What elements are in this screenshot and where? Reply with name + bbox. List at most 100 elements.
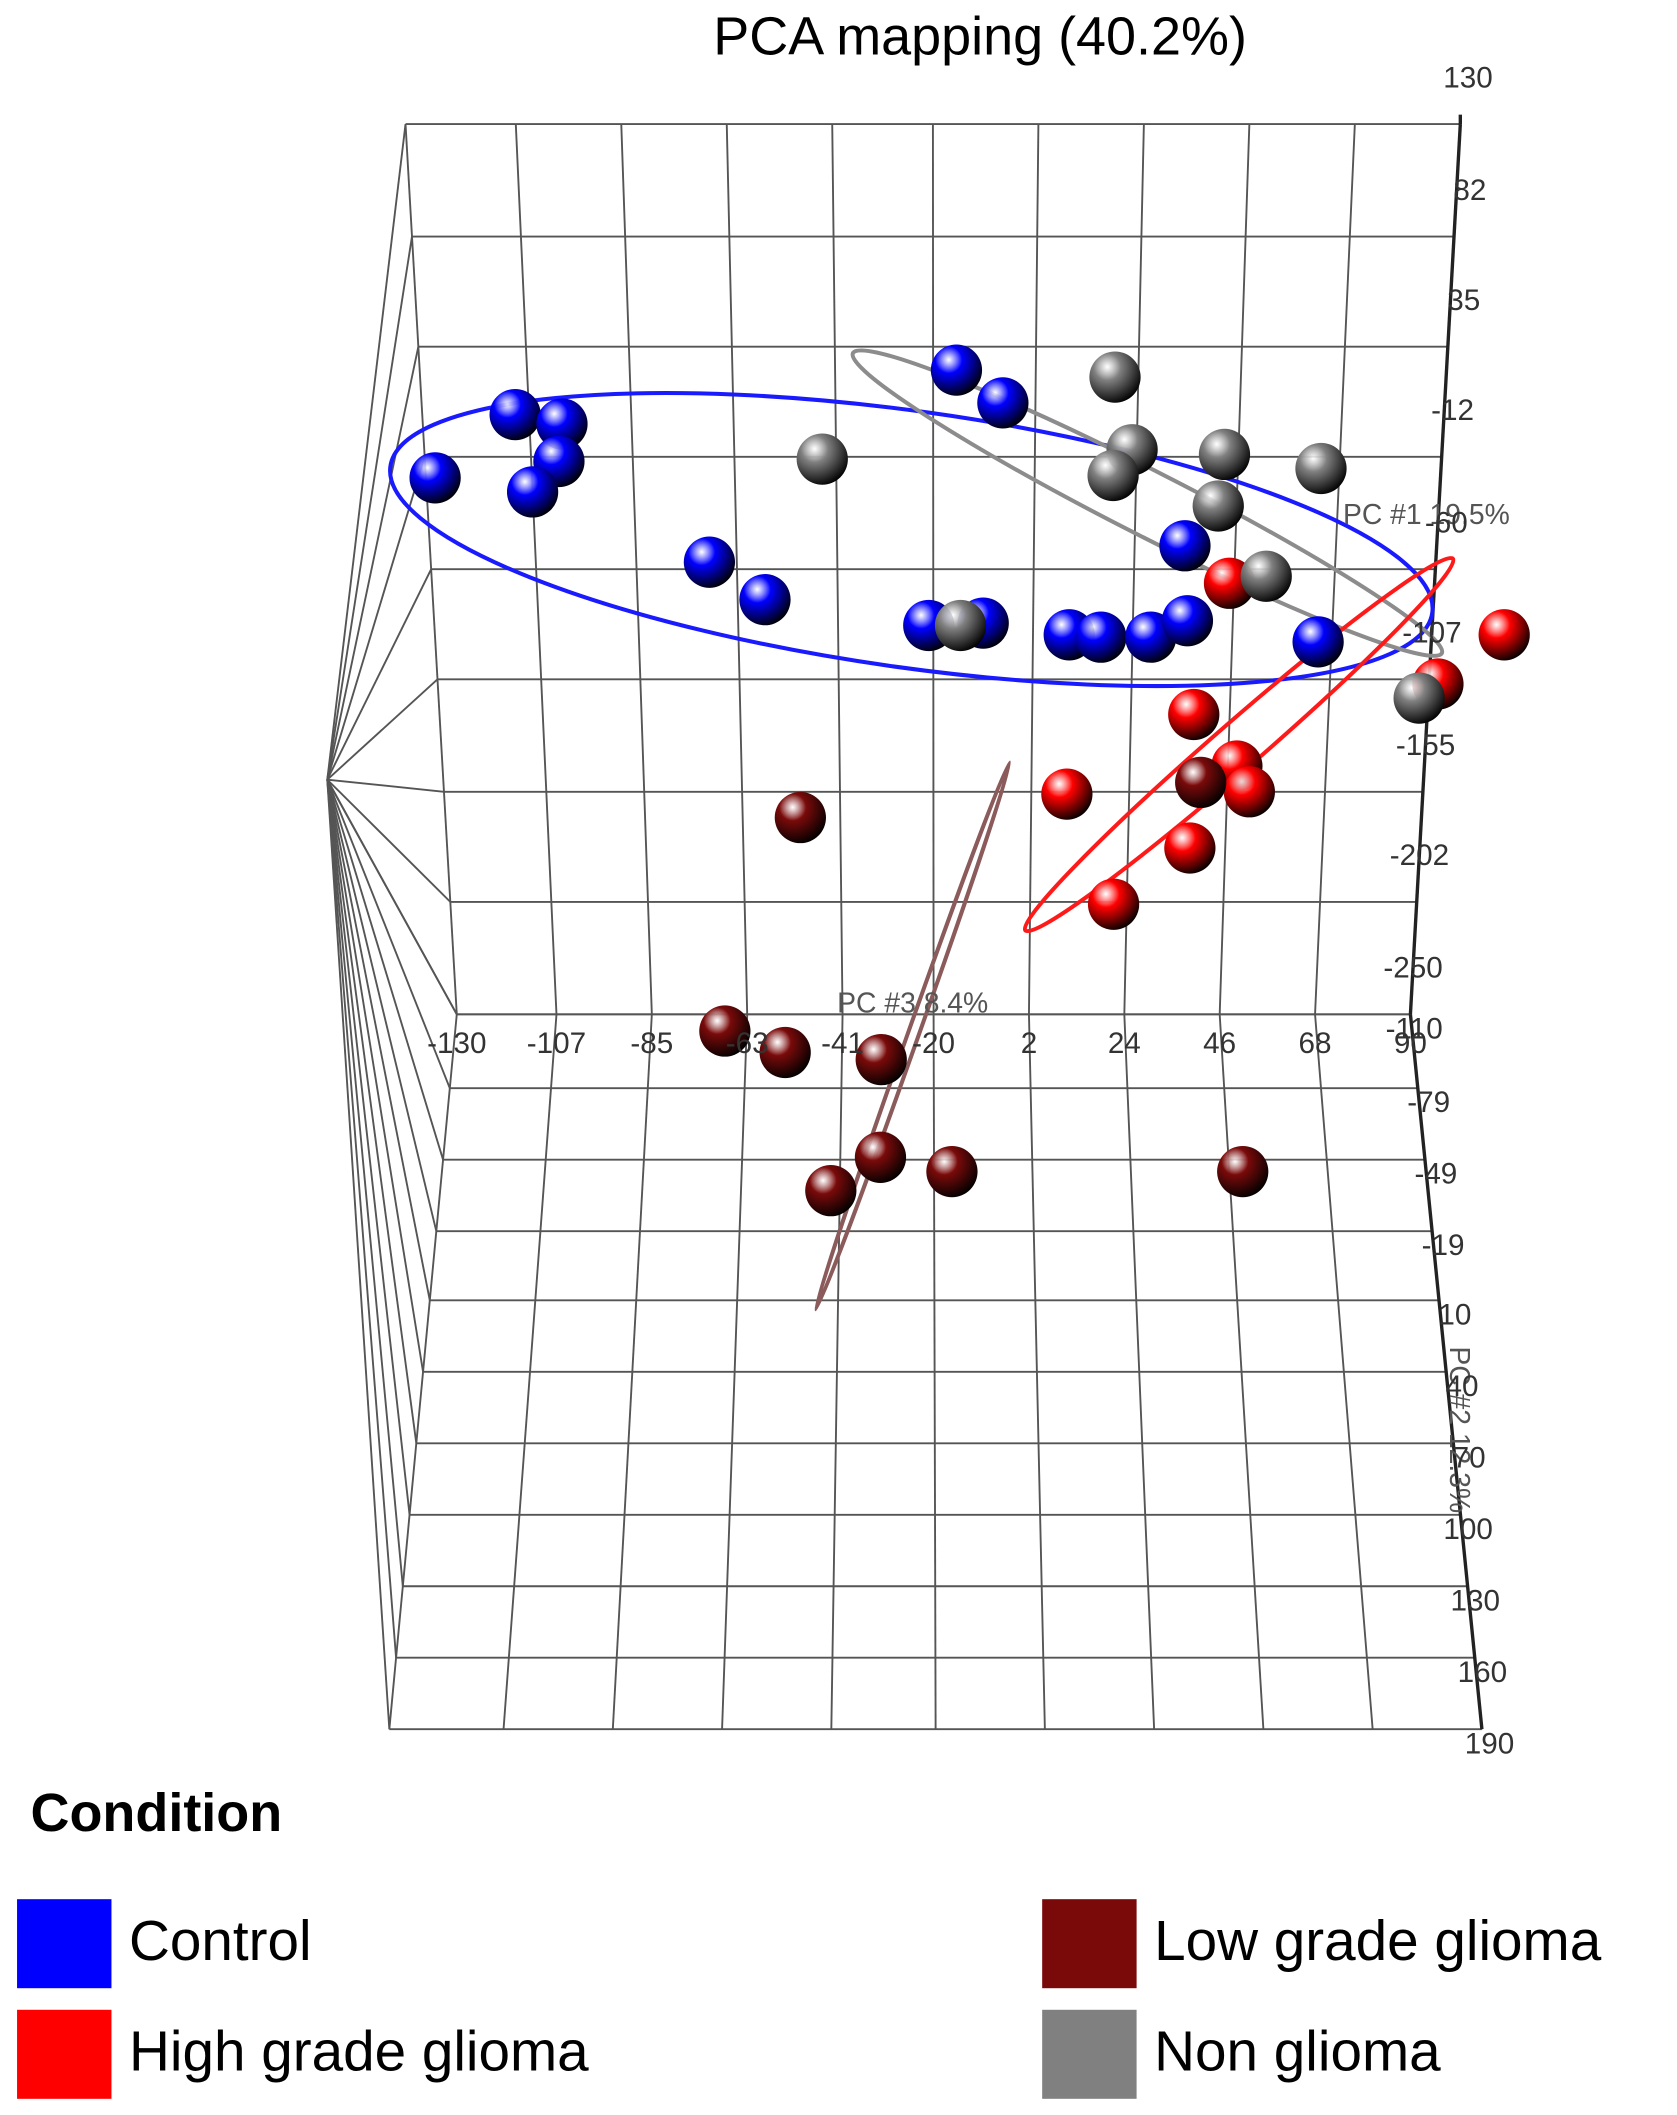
data-point [1041, 768, 1093, 820]
data-point [506, 466, 559, 518]
data-point [1192, 480, 1244, 532]
grid-line [326, 779, 411, 1515]
z-tick-label: 10 [1438, 1298, 1471, 1331]
data-point [1164, 822, 1216, 874]
grid-line [326, 779, 404, 1587]
z-tick-label: -49 [1414, 1158, 1457, 1191]
chart-title: PCA mapping (40.2%) [713, 7, 1247, 67]
confidence-ellipse [850, 348, 1445, 658]
grid-line [326, 236, 413, 780]
data-point [1393, 672, 1445, 724]
data-point [796, 433, 848, 485]
data-point [1087, 878, 1140, 930]
x-tick-label: -20 [912, 1027, 955, 1060]
x-tick-label: -41 [821, 1027, 864, 1060]
grid-line [326, 779, 424, 1372]
data-point [1295, 442, 1347, 495]
z-tick-label: 70 [1453, 1441, 1486, 1474]
z-tick-label: -79 [1407, 1086, 1450, 1119]
z-tick-label: -110 [1386, 1012, 1443, 1045]
x-tick-label: -130 [427, 1027, 486, 1060]
legend-swatch [17, 1899, 112, 1989]
data-point [1089, 351, 1141, 403]
data-point [1159, 520, 1211, 572]
y-tick-label: 35 [1447, 284, 1480, 317]
legend-swatch [17, 2009, 112, 2099]
grid-line [326, 678, 439, 781]
data-point [930, 344, 983, 396]
axis-label: PC #1 19.5% [1343, 499, 1510, 531]
z-tick-label: 190 [1465, 1727, 1514, 1760]
data-point [977, 377, 1029, 429]
data-point [1087, 449, 1139, 502]
x-tick-label: -107 [527, 1027, 586, 1060]
grid-line [326, 779, 431, 1301]
y-tick-label: -155 [1396, 729, 1455, 762]
grid-line [326, 779, 438, 1232]
axis-label: PC #2 12.3% [1443, 1346, 1475, 1513]
x-tick-label: 24 [1108, 1027, 1141, 1060]
data-point [1240, 550, 1292, 602]
y-tick-label: 130 [1443, 61, 1492, 94]
data-point [934, 599, 987, 652]
grid-line [326, 778, 451, 903]
data-point [1161, 595, 1214, 647]
grid-line [326, 779, 458, 1015]
data-point [1168, 688, 1220, 741]
x-tick-label: -63 [726, 1027, 769, 1060]
z-tick-label: 160 [1458, 1656, 1507, 1689]
data-point [1292, 616, 1344, 668]
grid-line [326, 779, 398, 1658]
legend-swatch [1042, 1899, 1137, 1989]
confidence-ellipse [813, 760, 1012, 1312]
legend-label: Control [129, 1910, 312, 1973]
data-point [1223, 766, 1275, 818]
data-point [805, 1165, 857, 1217]
data-point [1175, 756, 1227, 809]
legend: Control High grade glioma Low grade glioma… [17, 1899, 1602, 2099]
y-tick-label: -107 [1402, 617, 1461, 650]
data-point [855, 1033, 907, 1086]
x-tick-label: 46 [1203, 1027, 1236, 1060]
grid-line [326, 346, 420, 780]
data-point [683, 536, 736, 588]
grid-line [326, 568, 432, 781]
grid-line [326, 779, 444, 1160]
axis-line [1408, 1014, 1484, 1730]
z-tick-label: 100 [1443, 1513, 1492, 1546]
legend-label: Non glioma [1154, 2021, 1441, 2084]
grid-line [326, 123, 407, 780]
legend-swatch [1042, 2009, 1137, 2099]
data-point [759, 1026, 811, 1079]
grid-line [326, 779, 391, 1730]
data-point [1217, 1145, 1269, 1198]
data-point [489, 388, 541, 441]
z-tick-label: -19 [1422, 1229, 1465, 1262]
axis-line [1408, 124, 1463, 1015]
y-tick-label: -60 [1425, 507, 1468, 540]
confidence-ellipse [388, 391, 1435, 689]
data-point [699, 1005, 751, 1057]
z-tick-label: 40 [1446, 1370, 1479, 1403]
y-tick-label: -12 [1431, 394, 1474, 427]
grid-line [327, 778, 445, 793]
data-point [536, 398, 588, 450]
y-tick-label: -202 [1390, 839, 1449, 872]
data-point [1198, 428, 1251, 481]
y-tick-label: -250 [1383, 952, 1442, 985]
x-tick-label: 68 [1299, 1027, 1332, 1060]
x-tick-label: 2 [1021, 1027, 1038, 1060]
grid-line [326, 456, 426, 780]
x-tick-label: -85 [630, 1027, 673, 1060]
y-tick-label: 82 [1453, 174, 1486, 207]
data-point [774, 791, 826, 844]
z-tick-label: 130 [1450, 1584, 1499, 1617]
grid-line [326, 779, 418, 1444]
data-point [1075, 611, 1127, 663]
data-point [926, 1145, 978, 1198]
data-point [739, 574, 791, 626]
grid-line [326, 779, 451, 1089]
legend-label: Low grade glioma [1154, 1910, 1602, 1973]
